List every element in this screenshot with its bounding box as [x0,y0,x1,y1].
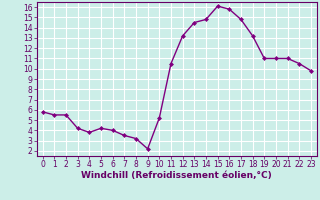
X-axis label: Windchill (Refroidissement éolien,°C): Windchill (Refroidissement éolien,°C) [81,171,272,180]
